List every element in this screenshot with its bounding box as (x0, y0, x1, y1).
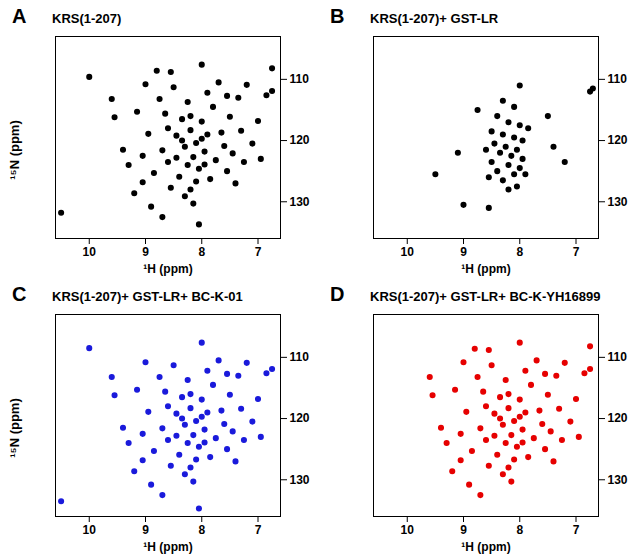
svg-text:10: 10 (83, 245, 97, 259)
html-text:KRS(1-207): KRS(1-207) (52, 11, 122, 26)
svg-text:9: 9 (142, 523, 149, 537)
html-text:B: B (330, 5, 345, 27)
svg-text:110: 110 (608, 72, 628, 86)
svg-text:8: 8 (198, 245, 205, 259)
svg-text:9: 9 (460, 523, 467, 537)
svg-text:130: 130 (608, 473, 628, 487)
html-text:D: D (330, 283, 345, 305)
svg-text:110: 110 (608, 350, 628, 364)
svg-text:¹H (ppm): ¹H (ppm) (461, 262, 510, 276)
svg-text:130: 130 (608, 195, 628, 209)
svg-text:110: 110 (290, 72, 310, 86)
svg-text:¹H (ppm): ¹H (ppm) (143, 540, 192, 554)
svg-text:7: 7 (573, 245, 580, 259)
svg-text:120: 120 (290, 133, 310, 147)
html-text:A: A (12, 5, 27, 27)
svg-text:130: 130 (290, 195, 310, 209)
svg-text:120: 120 (608, 411, 628, 425)
svg-text:8: 8 (198, 523, 205, 537)
html-text:¹⁵N (ppm): ¹⁵N (ppm) (6, 120, 22, 180)
svg-text:7: 7 (255, 245, 262, 259)
svg-text:¹H (ppm): ¹H (ppm) (143, 262, 192, 276)
svg-text:130: 130 (290, 473, 310, 487)
svg-text:7: 7 (573, 523, 580, 537)
svg-text:9: 9 (460, 245, 467, 259)
html-text:KRS(1-207)+ GST-LR+ BC-K-YH168: KRS(1-207)+ GST-LR+ BC-K-YH16899 (370, 289, 601, 304)
svg-text:10: 10 (83, 523, 97, 537)
svg-text:110: 110 (290, 350, 310, 364)
svg-text:7: 7 (255, 523, 262, 537)
html-text:¹⁵N (ppm): ¹⁵N (ppm) (6, 398, 22, 458)
svg-text:120: 120 (290, 411, 310, 425)
svg-text:8: 8 (516, 245, 523, 259)
html-text:KRS(1-207)+ GST-LR+ BC-K-01: KRS(1-207)+ GST-LR+ BC-K-01 (52, 289, 243, 304)
svg-text:8: 8 (516, 523, 523, 537)
svg-text:10: 10 (401, 245, 415, 259)
svg-text:9: 9 (142, 245, 149, 259)
svg-text:¹H (ppm): ¹H (ppm) (461, 540, 510, 554)
html-text:C: C (12, 283, 27, 305)
svg-text:10: 10 (401, 523, 415, 537)
html-text:KRS(1-207)+ GST-LR: KRS(1-207)+ GST-LR (370, 11, 499, 26)
svg-text:120: 120 (608, 133, 628, 147)
